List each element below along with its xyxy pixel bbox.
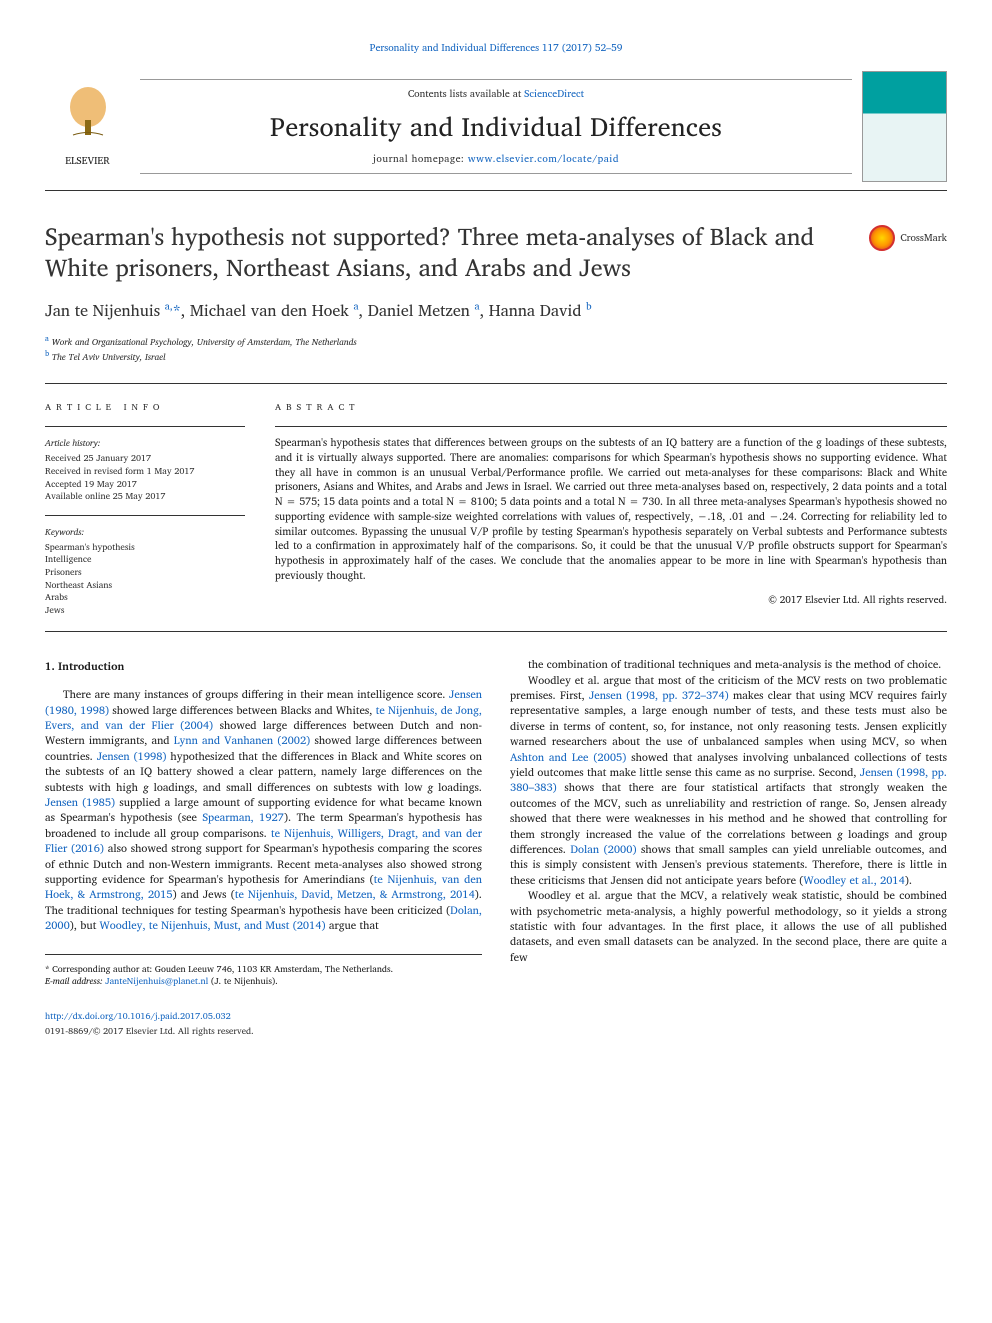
journal-name: Personality and Individual Differences: [140, 106, 852, 148]
abstract-copyright: © 2017 Elsevier Ltd. All rights reserved…: [275, 592, 947, 608]
homepage-label: journal homepage:: [373, 151, 468, 167]
masthead-center: Contents lists available at ScienceDirec…: [140, 79, 852, 174]
footer: http://dx.doi.org/10.1016/j.paid.2017.05…: [45, 1008, 947, 1038]
article-info-column: article info Article history: Received 2…: [45, 399, 245, 616]
abstract-text: Spearman's hypothesis states that differ…: [275, 435, 947, 582]
left-column: 1. Introduction There are many instances…: [45, 657, 482, 987]
crossmark-label: CrossMark: [900, 230, 947, 246]
corresponding-email-link[interactable]: JanteNijenhuis@planet.nl: [105, 973, 208, 988]
info-abstract-row: article info Article history: Received 2…: [45, 383, 947, 632]
corresponding-email-author: (J. te Nijenhuis).: [208, 973, 278, 988]
abstract-heading: abstract: [275, 399, 947, 414]
corresponding-author-note: * Corresponding author at: Gouden Leeuw …: [45, 954, 482, 988]
authors-line: Jan te Nijenhuis a,*, Michael van den Ho…: [45, 298, 947, 324]
keyword: Northeast Asians: [45, 579, 245, 592]
elsevier-logo[interactable]: ELSEVIER: [45, 71, 130, 182]
affiliations: a Work and Organizational Psychology, Un…: [45, 334, 947, 363]
masthead: ELSEVIER Contents lists available at Sci…: [45, 71, 947, 191]
homepage-link[interactable]: www.elsevier.com/locate/paid: [468, 151, 619, 167]
history-label: Article history:: [45, 435, 245, 450]
section-heading-intro: 1. Introduction: [45, 657, 482, 675]
top-citation[interactable]: Personality and Individual Differences 1…: [45, 40, 947, 56]
contents-available-line: Contents lists available at ScienceDirec…: [140, 86, 852, 102]
email-label: E-mail address:: [45, 973, 103, 988]
history-entries: Received 25 January 2017Received in revi…: [45, 452, 245, 502]
contents-available-text: Contents lists available at: [408, 86, 524, 102]
body-columns: 1. Introduction There are many instances…: [45, 657, 947, 987]
keywords-label: Keywords:: [45, 524, 245, 539]
abstract-column: abstract Spearman's hypothesis states th…: [275, 399, 947, 616]
history-entry: Available online 25 May 2017: [45, 490, 245, 503]
article-info-heading: article info: [45, 399, 245, 414]
crossmark-icon: [869, 225, 895, 251]
crossmark-badge[interactable]: CrossMark: [869, 225, 947, 251]
title-block: CrossMark Spearman's hypothesis not supp…: [45, 221, 947, 363]
keyword: Arabs: [45, 591, 245, 604]
right-column: the combination of traditional technique…: [510, 657, 947, 987]
body-paragraph: There are many instances of groups diffe…: [45, 687, 482, 933]
elsevier-tree-icon: [63, 85, 113, 145]
elsevier-label: ELSEVIER: [63, 153, 113, 169]
issn-copyright: 0191-8869/© 2017 Elsevier Ltd. All right…: [45, 1023, 254, 1038]
article-title: Spearman's hypothesis not supported? Thr…: [45, 221, 947, 283]
sciencedirect-link[interactable]: ScienceDirect: [524, 86, 584, 102]
body-paragraph: Woodley et al. argue that most of the cr…: [510, 673, 947, 888]
doi-link[interactable]: http://dx.doi.org/10.1016/j.paid.2017.05…: [45, 1008, 231, 1023]
keyword: Jews: [45, 604, 245, 617]
body-paragraph: Woodley et al. argue that the MCV, a rel…: [510, 888, 947, 965]
keywords-list: Spearman's hypothesisIntelligencePrisone…: [45, 541, 245, 617]
journal-cover-thumbnail[interactable]: [862, 71, 947, 182]
homepage-line: journal homepage: www.elsevier.com/locat…: [140, 151, 852, 167]
